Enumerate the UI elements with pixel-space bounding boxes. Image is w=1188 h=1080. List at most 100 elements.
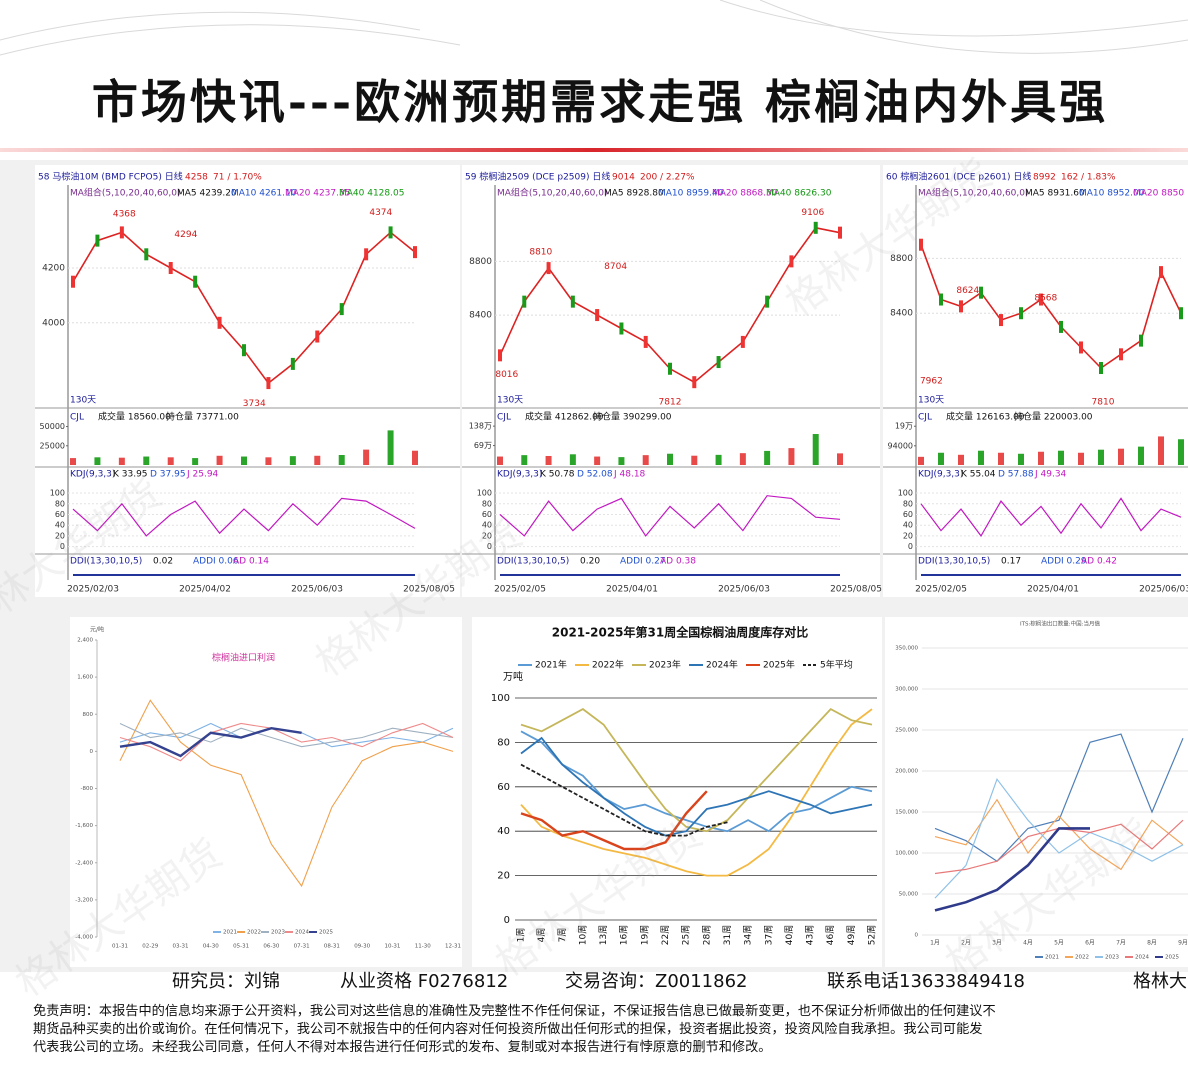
x-tick-label: 12-31: [445, 944, 461, 950]
panel-text: MA40 4128.05: [339, 189, 404, 199]
panel-text: 2025/04/01: [606, 585, 658, 595]
panel-text: 2025/02/03: [67, 585, 119, 595]
volume-bar: [1138, 446, 1144, 465]
x-tick-label: 52周: [867, 925, 878, 945]
volume-bar: [1038, 451, 1044, 465]
panel-text: 80: [55, 499, 65, 508]
panel-text: J 25.94: [186, 470, 219, 480]
x-tick-label: 8月: [1147, 940, 1157, 947]
legend-label: 2023年: [649, 659, 681, 671]
volume-bar: [387, 430, 394, 465]
candle: [144, 248, 149, 261]
panel-text: 4368: [113, 209, 136, 219]
series-line: [520, 790, 708, 851]
legend-label: 2023: [271, 930, 285, 936]
panel-text: CJL: [70, 413, 84, 423]
candle: [919, 238, 923, 251]
x-tick-label: 10周: [577, 925, 588, 945]
panel-text: 40: [482, 521, 492, 530]
panel-text: J 49.34: [1034, 470, 1067, 480]
panel-text: 8704: [604, 262, 627, 272]
volume-bar: [642, 455, 649, 465]
volume-bar: [167, 457, 174, 465]
k-line: [920, 497, 1182, 537]
volume-bar: [667, 453, 673, 465]
candle: [595, 309, 600, 322]
candle: [1099, 362, 1103, 375]
panel-text: 0: [60, 542, 65, 551]
legend-label: 2025年: [763, 659, 795, 671]
series-line: [520, 707, 873, 833]
y-tick-label: 0: [504, 915, 510, 926]
panel-text: ADDI 0.27: [620, 557, 666, 567]
x-tick-label: 13周: [598, 925, 609, 945]
panel-text: 60: [482, 510, 492, 519]
x-tick-label: 02-29: [142, 944, 158, 950]
candle: [740, 335, 745, 348]
x-tick-label: 04-30: [203, 944, 219, 950]
x-tick-label: 01-31: [112, 944, 128, 950]
legend-label: 2025: [319, 930, 333, 936]
legend-label: 2022: [1075, 955, 1089, 961]
panel-text: 7812: [659, 397, 682, 407]
panel-text: 80: [482, 499, 492, 508]
panel-text: 8400: [469, 311, 492, 321]
panel-text: 2025/08/05: [830, 585, 882, 595]
panel-text: 持仓量 390299.00: [593, 411, 672, 423]
legend-label: 2024: [295, 930, 309, 936]
panel-text: 8624: [956, 286, 979, 296]
panel-text: MA5 8931.60: [1025, 189, 1085, 199]
y-tick-label: -3,200: [75, 897, 93, 903]
chart-title: ITS:棕榈油出口数量:中国:当月值: [1020, 620, 1101, 628]
candle: [1059, 320, 1063, 333]
candle: [813, 221, 818, 234]
candle: [1159, 266, 1163, 279]
x-tick-label: 4周: [536, 928, 547, 943]
panel-text: MA20 8850: [1133, 189, 1184, 199]
panel-text: 2025/06/03: [291, 585, 343, 595]
volume-bar: [192, 458, 199, 465]
candle: [95, 234, 100, 247]
panel-text: 69万: [474, 441, 492, 450]
series-line: [119, 699, 454, 888]
panel-text: 成交量 126163.00: [946, 411, 1025, 423]
panel-text: MA20 4237.35: [285, 189, 350, 199]
candle: [290, 357, 295, 370]
footer-contact: 格林大: [1133, 971, 1187, 992]
chart-title: 2021-2025年第31周全国棕榈油周度库存对比: [552, 625, 808, 640]
volume-bar: [812, 434, 819, 465]
y-tick-label: 40: [497, 826, 510, 837]
panel-text: 2025/08/05: [403, 585, 455, 595]
panel-text: 50000: [40, 422, 65, 431]
panel-text: DDI(13,30,10,5): [497, 557, 569, 567]
footer-contact: 联系电话13633849418: [827, 971, 1025, 992]
y-tick-label: 300,000: [895, 687, 918, 693]
candle: [1079, 341, 1083, 354]
x-tick-label: 34周: [743, 925, 754, 945]
panel-text: K 33.95: [113, 470, 148, 480]
panel-text: 4200: [42, 264, 65, 274]
candle: [364, 248, 369, 261]
candle: [765, 295, 770, 308]
volume-bar: [314, 455, 321, 465]
x-tick-label: 49周: [846, 925, 857, 945]
panel-text: MA10 8952.00: [1079, 189, 1145, 199]
series-line: [119, 723, 454, 748]
x-tick-label: 22周: [660, 925, 671, 945]
disclaimer-line: 免责声明：本报告中的信息均来源于公开资料，我公司对这些信息的准确性及完整性不作任…: [33, 1002, 996, 1019]
candle: [1019, 307, 1023, 320]
candle: [789, 255, 794, 268]
y-tick-label: 800: [83, 712, 94, 718]
x-tick-label: 11-30: [415, 944, 431, 950]
panel-text: MA组合(5,10,20,40,60,0): [70, 187, 181, 199]
disclaimer-line: 期货品种买卖的出价或询价。在任何情况下，我公司不就报告中的任何内容对任何投资所做…: [33, 1020, 983, 1037]
chart-bg: [70, 617, 462, 967]
x-tick-label: 5月: [1054, 940, 1064, 947]
panel-text: KDJ(9,3,3): [918, 470, 963, 480]
axis-unit: 元/吨: [90, 626, 104, 634]
footer-contact: 从业资格 F0276812: [340, 971, 508, 992]
chart-panel: 58 马棕油10M (BMD FCPO5) 日线 4258 71 / 1.70% MA…: [35, 165, 460, 597]
x-tick-label: 43周: [805, 925, 816, 945]
x-tick-label: 16周: [619, 925, 630, 945]
